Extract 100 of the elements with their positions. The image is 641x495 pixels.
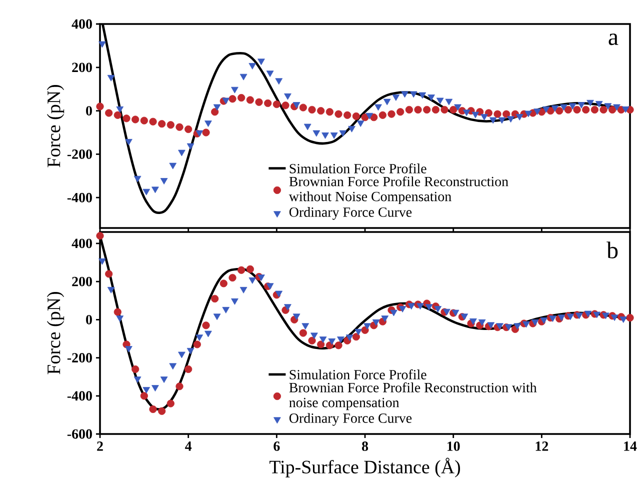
annotation: a [608, 34, 618, 46]
point [595, 101, 603, 108]
point [348, 126, 356, 132]
legend-label: Brownian Force Profile Reconstruction without Noise Compensation [288, 176, 508, 204]
y-tick-label: 0 [86, 106, 92, 116]
point [266, 70, 274, 78]
y-tick-label: 200 [72, 62, 92, 72]
point [356, 120, 364, 127]
point [142, 387, 150, 394]
x-tick-label: 12 [536, 442, 548, 451]
point [240, 286, 248, 294]
point [443, 308, 450, 316]
y-axis-title: Force (pN) [46, 292, 64, 374]
point [418, 92, 426, 99]
point [620, 316, 628, 323]
point [248, 63, 256, 70]
point [498, 117, 506, 124]
point [312, 130, 320, 137]
point [240, 74, 248, 80]
y-tick-label: 400 [72, 238, 92, 248]
point [408, 303, 416, 310]
point [602, 312, 610, 320]
point [125, 138, 132, 146]
point [568, 103, 576, 110]
point [566, 314, 574, 320]
x-tick-label: 4 [185, 442, 192, 451]
point [160, 376, 168, 383]
point [346, 334, 354, 342]
point [516, 114, 524, 120]
point [258, 274, 265, 281]
point [186, 143, 194, 150]
point [134, 376, 142, 383]
point [322, 132, 329, 139]
point [116, 106, 124, 113]
legend-label: Simulation Force Profile [290, 163, 426, 174]
point [142, 188, 150, 196]
y-tick-label: -400 [67, 391, 92, 401]
point [284, 93, 292, 100]
legend-label: Simulation Force Profile [290, 369, 426, 380]
point [107, 74, 115, 82]
x-axis-title: Tip-Surface Distance (Å) [270, 458, 460, 478]
point [178, 352, 186, 358]
point [304, 124, 312, 130]
point [125, 346, 132, 352]
x-tick-label: 2 [97, 442, 103, 451]
point [416, 303, 424, 310]
point [392, 94, 400, 101]
point [231, 298, 238, 305]
point [434, 306, 442, 312]
point [576, 312, 583, 320]
y-tick-label: -400 [67, 192, 92, 202]
point [248, 277, 256, 284]
point [204, 120, 212, 127]
point [204, 330, 212, 338]
x-tick-label: 14 [624, 442, 637, 451]
point [275, 290, 283, 298]
point [152, 186, 159, 194]
legend-label: Ordinary Force Curve [289, 413, 412, 426]
point [98, 258, 106, 265]
point [578, 102, 586, 108]
y-tick-label: -200 [67, 150, 92, 159]
point [160, 178, 168, 184]
point [489, 117, 497, 124]
y-tick-label: -200 [67, 353, 92, 362]
point [222, 306, 230, 314]
point [381, 316, 389, 322]
point [275, 78, 283, 85]
point [496, 323, 504, 330]
point [507, 116, 514, 123]
point [302, 323, 310, 330]
point [390, 310, 398, 316]
point [445, 98, 453, 106]
legend-label: Brownian Force Profile Reconstruction with noise compensation [289, 382, 537, 410]
point [401, 91, 408, 98]
point [460, 314, 468, 320]
point [107, 286, 115, 294]
point [319, 336, 327, 343]
point [98, 41, 106, 48]
legend-label: Ordinary Force Curve [289, 207, 412, 220]
point [169, 363, 177, 370]
x-tick-label: 10 [447, 442, 460, 451]
y-tick-label: 0 [86, 314, 92, 324]
point [487, 322, 495, 329]
point [410, 91, 418, 98]
point [436, 98, 444, 104]
point [339, 130, 347, 137]
point [480, 114, 488, 120]
point [213, 314, 221, 320]
y-tick-label: 200 [72, 276, 92, 286]
point [514, 323, 522, 330]
point [374, 104, 382, 111]
y-axis-title: Force (pN) [46, 85, 64, 168]
point [337, 336, 344, 343]
x-tick-label: 8 [362, 442, 368, 451]
point [178, 150, 186, 156]
point [428, 94, 435, 101]
point [478, 319, 486, 326]
annotation: b [606, 242, 618, 258]
point [231, 86, 238, 94]
point [284, 304, 292, 311]
